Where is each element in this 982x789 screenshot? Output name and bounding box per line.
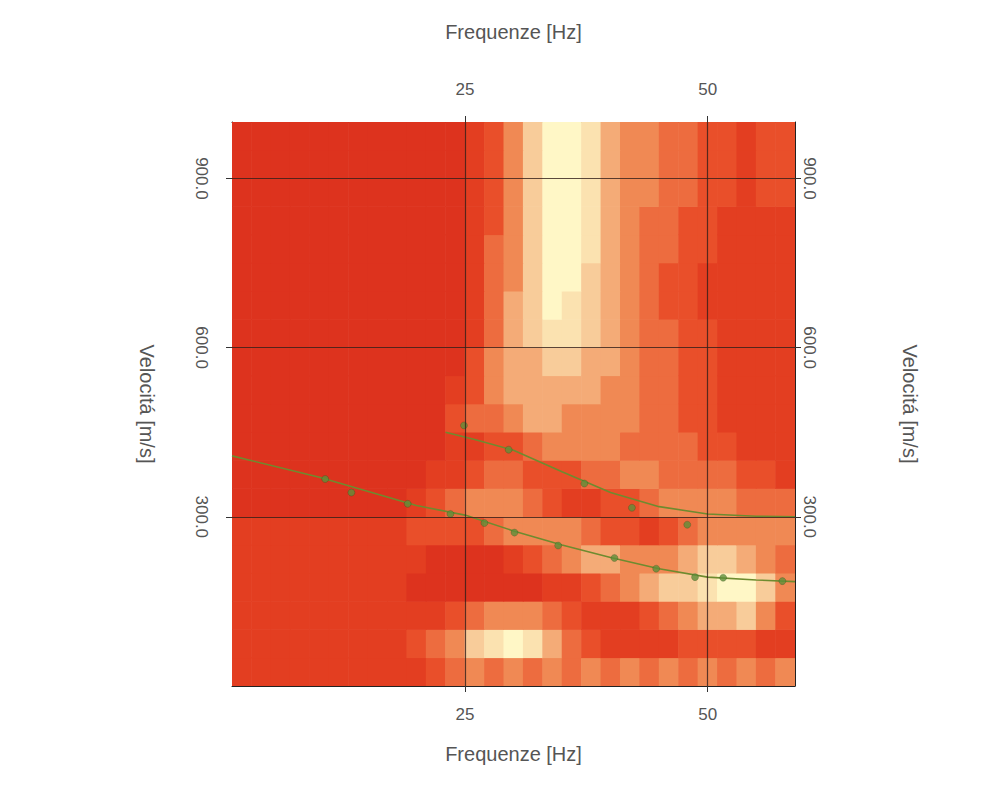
- svg-text:300.0: 300.0: [192, 496, 211, 539]
- svg-text:Velocitá [m/s]: Velocitá [m/s]: [899, 345, 921, 464]
- svg-text:300.0: 300.0: [800, 496, 819, 539]
- svg-text:600.0: 600.0: [800, 326, 819, 369]
- svg-text:25: 25: [456, 80, 475, 99]
- svg-text:50: 50: [698, 80, 717, 99]
- svg-text:50: 50: [698, 705, 717, 724]
- svg-text:900.0: 900.0: [800, 157, 819, 200]
- svg-text:Velocitá [m/s]: Velocitá [m/s]: [136, 345, 158, 464]
- svg-text:Frequenze [Hz]: Frequenze [Hz]: [445, 21, 582, 43]
- svg-text:Frequenze [Hz]: Frequenze [Hz]: [445, 743, 582, 765]
- svg-text:600.0: 600.0: [192, 326, 211, 369]
- svg-text:900.0: 900.0: [192, 157, 211, 200]
- svg-text:25: 25: [456, 705, 475, 724]
